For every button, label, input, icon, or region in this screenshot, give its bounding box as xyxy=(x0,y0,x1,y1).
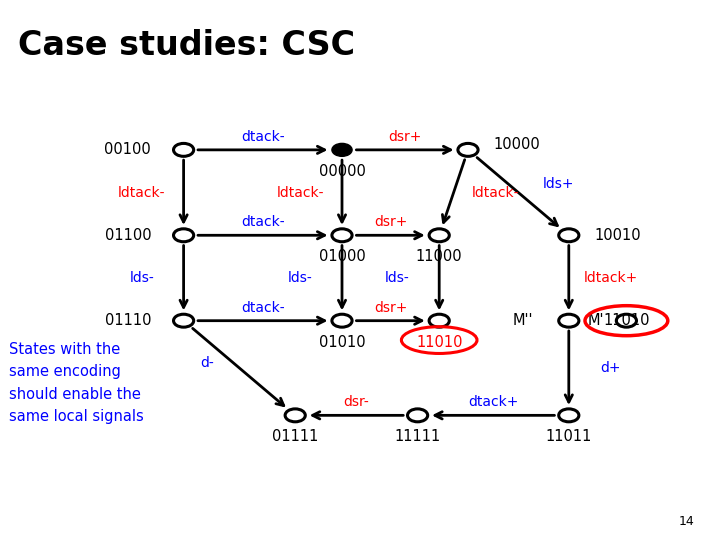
Circle shape xyxy=(332,144,352,156)
Text: dtack-: dtack- xyxy=(241,215,284,230)
Text: d-: d- xyxy=(200,356,214,370)
Text: 01100: 01100 xyxy=(104,228,151,243)
Text: ldtack-: ldtack- xyxy=(472,186,519,200)
Text: M'': M'' xyxy=(513,313,533,328)
Text: dsr+: dsr+ xyxy=(374,215,408,230)
Text: lds-: lds- xyxy=(385,271,410,285)
Text: 00000: 00000 xyxy=(318,164,366,179)
Text: States with the
same encoding
should enable the
same local signals: States with the same encoding should ena… xyxy=(9,342,143,424)
Text: 01010: 01010 xyxy=(319,335,365,349)
Text: 11010: 11010 xyxy=(603,313,649,328)
Text: 11010: 11010 xyxy=(416,335,462,349)
Text: 11000: 11000 xyxy=(416,249,462,264)
Text: dsr+: dsr+ xyxy=(374,301,408,315)
Text: Case studies: CSC: Case studies: CSC xyxy=(18,29,355,62)
Text: dtack-: dtack- xyxy=(241,301,284,315)
Text: 11011: 11011 xyxy=(546,429,592,444)
Text: dsr+: dsr+ xyxy=(388,130,422,144)
Text: 01111: 01111 xyxy=(272,429,318,444)
Text: M': M' xyxy=(588,313,604,328)
Text: lds-: lds- xyxy=(288,271,312,285)
Text: dsr-: dsr- xyxy=(343,395,369,409)
Text: 01000: 01000 xyxy=(319,249,365,264)
Text: 11111: 11111 xyxy=(395,429,441,444)
Text: lds-: lds- xyxy=(130,271,154,285)
Text: ldtack-: ldtack- xyxy=(276,186,324,200)
Text: lds+: lds+ xyxy=(542,177,574,191)
Text: 00100: 00100 xyxy=(104,143,151,157)
Text: 14: 14 xyxy=(679,516,695,529)
Text: dtack-: dtack- xyxy=(241,130,284,144)
Text: 01110: 01110 xyxy=(104,313,151,328)
Text: 10000: 10000 xyxy=(493,137,540,152)
Text: ldtack-: ldtack- xyxy=(118,186,166,200)
Text: d+: d+ xyxy=(600,361,621,375)
Text: ldtack+: ldtack+ xyxy=(583,271,638,285)
Text: dtack+: dtack+ xyxy=(468,395,518,409)
Text: 10010: 10010 xyxy=(594,228,641,243)
